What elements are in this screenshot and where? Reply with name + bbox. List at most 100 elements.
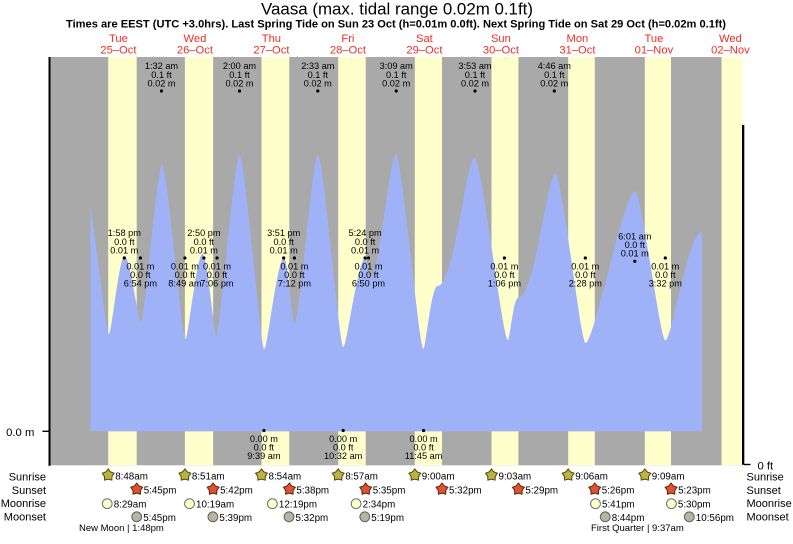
svg-text:2:34pm: 2:34pm — [363, 499, 396, 510]
svg-text:0.1 ft: 0.1 ft — [544, 70, 565, 80]
svg-text:2:50 pm: 2:50 pm — [187, 228, 221, 238]
svg-text:5:38pm: 5:38pm — [296, 486, 329, 497]
svg-text:10:32 am: 10:32 am — [324, 451, 363, 461]
svg-text:8:49 am: 8:49 am — [168, 279, 202, 289]
svg-text:0.0 ft: 0.0 ft — [284, 270, 305, 280]
svg-text:26–Oct: 26–Oct — [177, 45, 214, 57]
svg-text:Sunset: Sunset — [747, 485, 781, 497]
svg-text:Tue: Tue — [109, 33, 128, 45]
svg-text:0.0 ft: 0.0 ft — [358, 270, 379, 280]
svg-text:0.01 m: 0.01 m — [280, 262, 308, 272]
svg-text:Wed: Wed — [719, 33, 742, 45]
svg-text:27–Oct: 27–Oct — [253, 45, 290, 57]
svg-text:9:06am: 9:06am — [575, 472, 608, 483]
svg-text:0.0 ft: 0.0 ft — [194, 237, 215, 247]
svg-text:5:19pm: 5:19pm — [371, 513, 404, 524]
svg-text:Thu: Thu — [262, 33, 281, 45]
svg-text:0.0 ft: 0.0 ft — [254, 443, 275, 453]
svg-text:29–Oct: 29–Oct — [406, 45, 443, 57]
svg-text:3:51 pm: 3:51 pm — [267, 228, 301, 238]
svg-text:8:29am: 8:29am — [114, 499, 147, 510]
svg-text:0.01 m: 0.01 m — [621, 249, 649, 259]
svg-text:Tue: Tue — [644, 33, 663, 45]
svg-text:01–Nov: 01–Nov — [635, 45, 674, 57]
svg-text:0.1 ft: 0.1 ft — [151, 70, 172, 80]
svg-text:0.0 ft: 0.0 ft — [413, 443, 434, 453]
svg-text:5:23pm: 5:23pm — [678, 486, 711, 497]
svg-text:Moonset: Moonset — [747, 512, 789, 524]
svg-text:First Quarter | 9:37am: First Quarter | 9:37am — [591, 523, 684, 534]
svg-text:10:19am: 10:19am — [196, 499, 234, 510]
svg-text:0.0 ft: 0.0 ft — [575, 270, 596, 280]
svg-text:5:26pm: 5:26pm — [602, 486, 635, 497]
svg-text:Sunset: Sunset — [12, 485, 46, 497]
svg-text:8:44pm: 8:44pm — [612, 513, 645, 524]
svg-text:0.0 ft: 0.0 ft — [207, 270, 228, 280]
svg-text:2:28 pm: 2:28 pm — [569, 279, 603, 289]
svg-text:5:24 pm: 5:24 pm — [348, 228, 382, 238]
svg-text:7:12 pm: 7:12 pm — [278, 279, 312, 289]
svg-text:0.1 ft: 0.1 ft — [229, 70, 250, 80]
svg-text:0.01 m: 0.01 m — [190, 245, 218, 255]
svg-text:5:32pm: 5:32pm — [449, 486, 482, 497]
svg-text:9:39 am: 9:39 am — [247, 451, 281, 461]
svg-text:6:54 pm: 6:54 pm — [124, 279, 158, 289]
svg-text:0.0 ft: 0.0 ft — [130, 270, 151, 280]
svg-text:0.02 m: 0.02 m — [461, 78, 489, 88]
svg-text:Sun: Sun — [491, 33, 511, 45]
svg-text:0.01 m: 0.01 m — [126, 262, 154, 272]
svg-text:0.02 m: 0.02 m — [225, 78, 253, 88]
svg-text:0.0 ft: 0.0 ft — [655, 270, 676, 280]
svg-text:0.00 m: 0.00 m — [410, 434, 438, 444]
svg-text:9:09am: 9:09am — [652, 472, 685, 483]
svg-text:6:50 pm: 6:50 pm — [352, 279, 386, 289]
svg-text:0.02 m: 0.02 m — [540, 78, 568, 88]
svg-text:5:39pm: 5:39pm — [219, 513, 252, 524]
svg-text:1:32 am: 1:32 am — [145, 61, 179, 71]
svg-text:0.00 m: 0.00 m — [250, 434, 278, 444]
svg-text:12:19pm: 12:19pm — [279, 499, 317, 510]
svg-text:0.01 m: 0.01 m — [110, 245, 138, 255]
svg-text:0.01 m: 0.01 m — [270, 245, 298, 255]
svg-text:02–Nov: 02–Nov — [711, 45, 750, 57]
svg-text:New Moon | 1:48pm: New Moon | 1:48pm — [79, 523, 164, 534]
svg-text:Sunrise: Sunrise — [747, 471, 784, 483]
svg-text:Moonrise: Moonrise — [1, 498, 46, 510]
svg-text:11:45 am: 11:45 am — [405, 451, 443, 461]
svg-text:Fri: Fri — [341, 33, 354, 45]
svg-text:Moonset: Moonset — [4, 512, 46, 524]
svg-text:0.0 ft: 0.0 ft — [625, 240, 646, 250]
svg-text:0.01 m: 0.01 m — [490, 262, 518, 272]
svg-text:Vaasa (max. tidal range 0.02m: Vaasa (max. tidal range 0.02m 0.1ft) — [261, 0, 533, 19]
svg-text:0 ft: 0 ft — [758, 461, 775, 473]
svg-text:5:45pm: 5:45pm — [144, 486, 177, 497]
svg-text:0.0 m: 0.0 m — [6, 427, 34, 439]
svg-text:0.1 ft: 0.1 ft — [386, 70, 407, 80]
svg-text:0.0 ft: 0.0 ft — [273, 237, 294, 247]
svg-text:3:09 am: 3:09 am — [380, 61, 414, 71]
svg-text:6:01 am: 6:01 am — [618, 232, 652, 242]
svg-text:30–Oct: 30–Oct — [483, 45, 520, 57]
svg-text:10:56pm: 10:56pm — [696, 513, 734, 524]
svg-text:0.01 m: 0.01 m — [351, 245, 379, 255]
svg-text:0.01 m: 0.01 m — [571, 262, 599, 272]
svg-text:3:53 am: 3:53 am — [458, 61, 492, 71]
svg-text:0.0 ft: 0.0 ft — [355, 237, 376, 247]
svg-text:8:51am: 8:51am — [192, 472, 225, 483]
svg-text:2:00 am: 2:00 am — [223, 61, 257, 71]
svg-text:0.0 ft: 0.0 ft — [494, 270, 515, 280]
svg-text:0.0 ft: 0.0 ft — [114, 237, 135, 247]
svg-text:9:00am: 9:00am — [422, 472, 455, 483]
svg-text:4:46 am: 4:46 am — [538, 61, 572, 71]
svg-text:0.02 m: 0.02 m — [382, 78, 410, 88]
svg-text:0.00 m: 0.00 m — [329, 434, 357, 444]
svg-text:3:32 pm: 3:32 pm — [649, 279, 683, 289]
svg-text:Times are EEST (UTC +3.0hrs).: Times are EEST (UTC +3.0hrs). Last Sprin… — [66, 19, 726, 31]
svg-text:5:41pm: 5:41pm — [602, 499, 635, 510]
svg-text:8:57am: 8:57am — [345, 472, 378, 483]
svg-text:Moonrise: Moonrise — [747, 498, 792, 510]
svg-text:Sat: Sat — [416, 33, 434, 45]
svg-text:0.1 ft: 0.1 ft — [308, 70, 329, 80]
svg-text:0.02 m: 0.02 m — [147, 78, 175, 88]
svg-text:0.0 ft: 0.0 ft — [175, 270, 196, 280]
